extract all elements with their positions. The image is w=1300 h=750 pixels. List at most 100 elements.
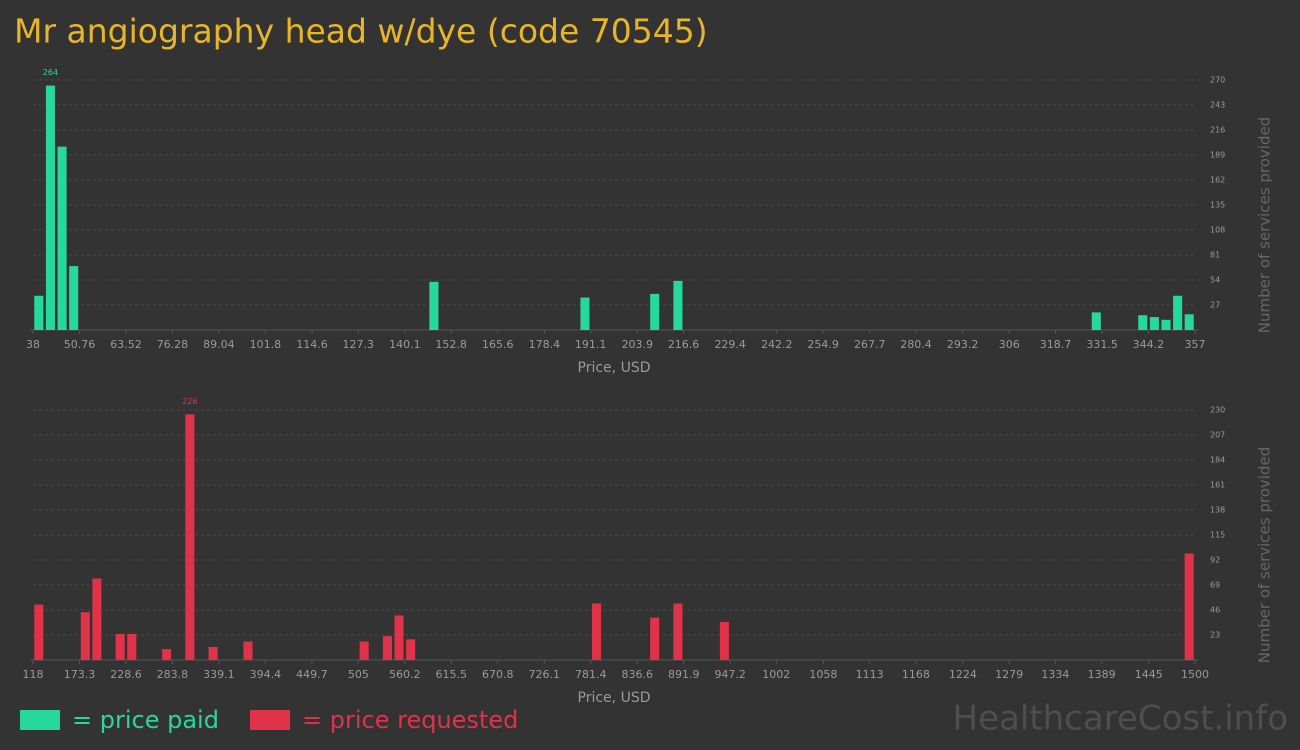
x-tick-label: 1058 [809, 668, 837, 681]
x-tick-label: 1002 [762, 668, 790, 681]
x-tick-label: 670.8 [482, 668, 514, 681]
x-tick-label: 140.1 [389, 338, 421, 351]
bar [45, 85, 55, 330]
data-label: 226 [182, 397, 197, 406]
y-tick-label: 108 [1210, 226, 1225, 235]
y-tick-label: 243 [1210, 101, 1225, 110]
bar [1138, 315, 1148, 330]
x-tick-label: 114.6 [296, 338, 328, 351]
x-tick-label: 891.9 [668, 668, 700, 681]
x-tick-label: 781.4 [575, 668, 607, 681]
x-tick-label: 165.6 [482, 338, 514, 351]
x-tick-label: 1445 [1135, 668, 1163, 681]
x-tick-label: 1279 [995, 668, 1023, 681]
legend-label: = price requested [302, 706, 518, 734]
x-tick-label: 254.9 [807, 338, 839, 351]
y-tick-label: 115 [1210, 531, 1225, 540]
bar [673, 280, 683, 330]
bar [719, 621, 729, 660]
x-tick-label: 339.1 [203, 668, 235, 681]
y-tick-label: 230 [1210, 406, 1225, 415]
x-tick-label: 615.5 [436, 668, 468, 681]
bar [650, 617, 660, 660]
x-tick-label: 306 [999, 338, 1020, 351]
data-label: 264 [43, 68, 58, 77]
watermark: HealthcareCost.info [953, 699, 1288, 739]
x-tick-label: 560.2 [389, 668, 421, 681]
bar [359, 641, 369, 660]
x-tick-label: 38 [26, 338, 40, 351]
x-tick-label: 101.8 [250, 338, 282, 351]
bar [580, 297, 590, 330]
x-tick-label: 173.3 [64, 668, 96, 681]
x-tick-label: 449.7 [296, 668, 328, 681]
x-tick-label: 1224 [949, 668, 977, 681]
x-tick-label: 726.1 [529, 668, 561, 681]
bar [243, 641, 253, 660]
x-tick-label: 203.9 [622, 338, 654, 351]
x-tick-label: 228.6 [110, 668, 142, 681]
x-tick-label: 63.52 [110, 338, 142, 351]
x-tick-label: 331.5 [1086, 338, 1118, 351]
x-tick-label: 178.4 [529, 338, 561, 351]
y-tick-label: 162 [1210, 176, 1225, 185]
x-tick-label: 280.4 [900, 338, 932, 351]
y-tick-label: 189 [1210, 151, 1225, 160]
y-tick-label: 270 [1210, 76, 1225, 85]
bar [92, 578, 102, 660]
bar [592, 603, 602, 660]
x-tick-label: 318.7 [1040, 338, 1072, 351]
bar [1184, 314, 1194, 330]
x-tick-label: 1500 [1181, 668, 1209, 681]
bar [429, 281, 439, 330]
bar [1161, 319, 1171, 330]
y-tick-label: 46 [1210, 606, 1220, 615]
x-tick-label: 89.04 [203, 338, 235, 351]
bar [650, 293, 660, 330]
bar [162, 649, 172, 660]
y-tick-label: 54 [1210, 276, 1220, 285]
y-tick-label: 161 [1210, 481, 1225, 490]
y-tick-label: 92 [1210, 556, 1220, 565]
bar [1149, 317, 1159, 330]
x-tick-label: 344.2 [1133, 338, 1165, 351]
bar [185, 414, 195, 660]
x-tick-label: 118 [23, 668, 44, 681]
y-tick-label: 81 [1210, 251, 1220, 260]
bar [34, 604, 44, 660]
bar [1184, 553, 1194, 660]
x-tick-label: 357 [1185, 338, 1206, 351]
y-tick-label: 23 [1210, 631, 1220, 640]
bar [1173, 295, 1183, 330]
x-tick-label: 1113 [856, 668, 884, 681]
x-tick-label: 293.2 [947, 338, 979, 351]
x-tick-label: 242.2 [761, 338, 793, 351]
y-tick-label: 216 [1210, 126, 1225, 135]
x-tick-label: 216.6 [668, 338, 700, 351]
x-axis-label: Price, USD [578, 360, 651, 376]
y-tick-label: 69 [1210, 581, 1220, 590]
bar [57, 146, 67, 330]
bar [406, 639, 416, 660]
x-tick-label: 283.8 [157, 668, 189, 681]
x-tick-label: 505 [348, 668, 369, 681]
x-tick-label: 1389 [1088, 668, 1116, 681]
x-tick-label: 267.7 [854, 338, 886, 351]
bar [34, 295, 44, 330]
y-tick-label: 27 [1210, 301, 1220, 310]
legend-label: = price paid [72, 706, 219, 734]
bar [115, 633, 125, 660]
y-tick-label: 135 [1210, 201, 1225, 210]
x-tick-label: 229.4 [714, 338, 746, 351]
bar [673, 603, 683, 660]
y-tick-label: 207 [1210, 431, 1225, 440]
chart-title: Mr angiography head w/dye (code 70545) [14, 12, 708, 51]
x-tick-label: 152.8 [435, 338, 467, 351]
bar [394, 615, 404, 660]
bar [208, 646, 218, 660]
bar [127, 633, 137, 660]
legend-swatch [20, 710, 60, 730]
bar [382, 636, 392, 660]
